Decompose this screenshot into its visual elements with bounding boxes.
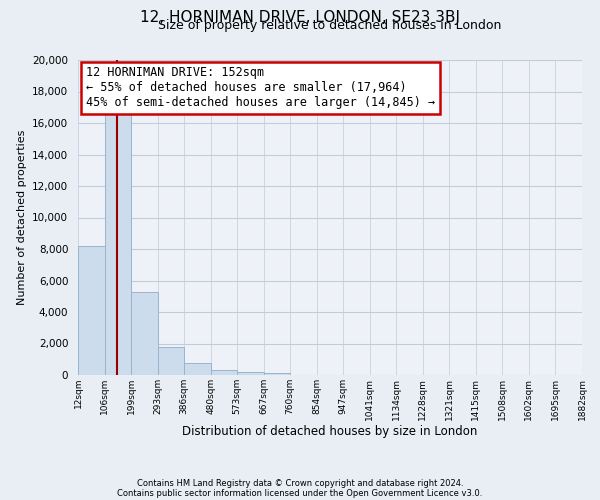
Text: 12 HORNIMAN DRIVE: 152sqm
← 55% of detached houses are smaller (17,964)
45% of s: 12 HORNIMAN DRIVE: 152sqm ← 55% of detac…	[86, 66, 435, 110]
Text: 12, HORNIMAN DRIVE, LONDON, SE23 3BJ: 12, HORNIMAN DRIVE, LONDON, SE23 3BJ	[140, 10, 460, 25]
Bar	[104, 114, 131, 375]
Bar	[263, 374, 290, 375]
Text: Contains HM Land Registry data © Crown copyright and database right 2024.: Contains HM Land Registry data © Crown c…	[137, 478, 463, 488]
Bar	[211, 370, 237, 375]
Y-axis label: Number of detached properties: Number of detached properties	[17, 130, 26, 305]
Bar	[158, 348, 184, 375]
Bar	[184, 363, 211, 375]
Bar	[78, 246, 104, 375]
Title: Size of property relative to detached houses in London: Size of property relative to detached ho…	[158, 20, 502, 32]
Bar	[237, 372, 263, 375]
Bar	[131, 292, 158, 375]
X-axis label: Distribution of detached houses by size in London: Distribution of detached houses by size …	[182, 426, 478, 438]
Text: Contains public sector information licensed under the Open Government Licence v3: Contains public sector information licen…	[118, 488, 482, 498]
